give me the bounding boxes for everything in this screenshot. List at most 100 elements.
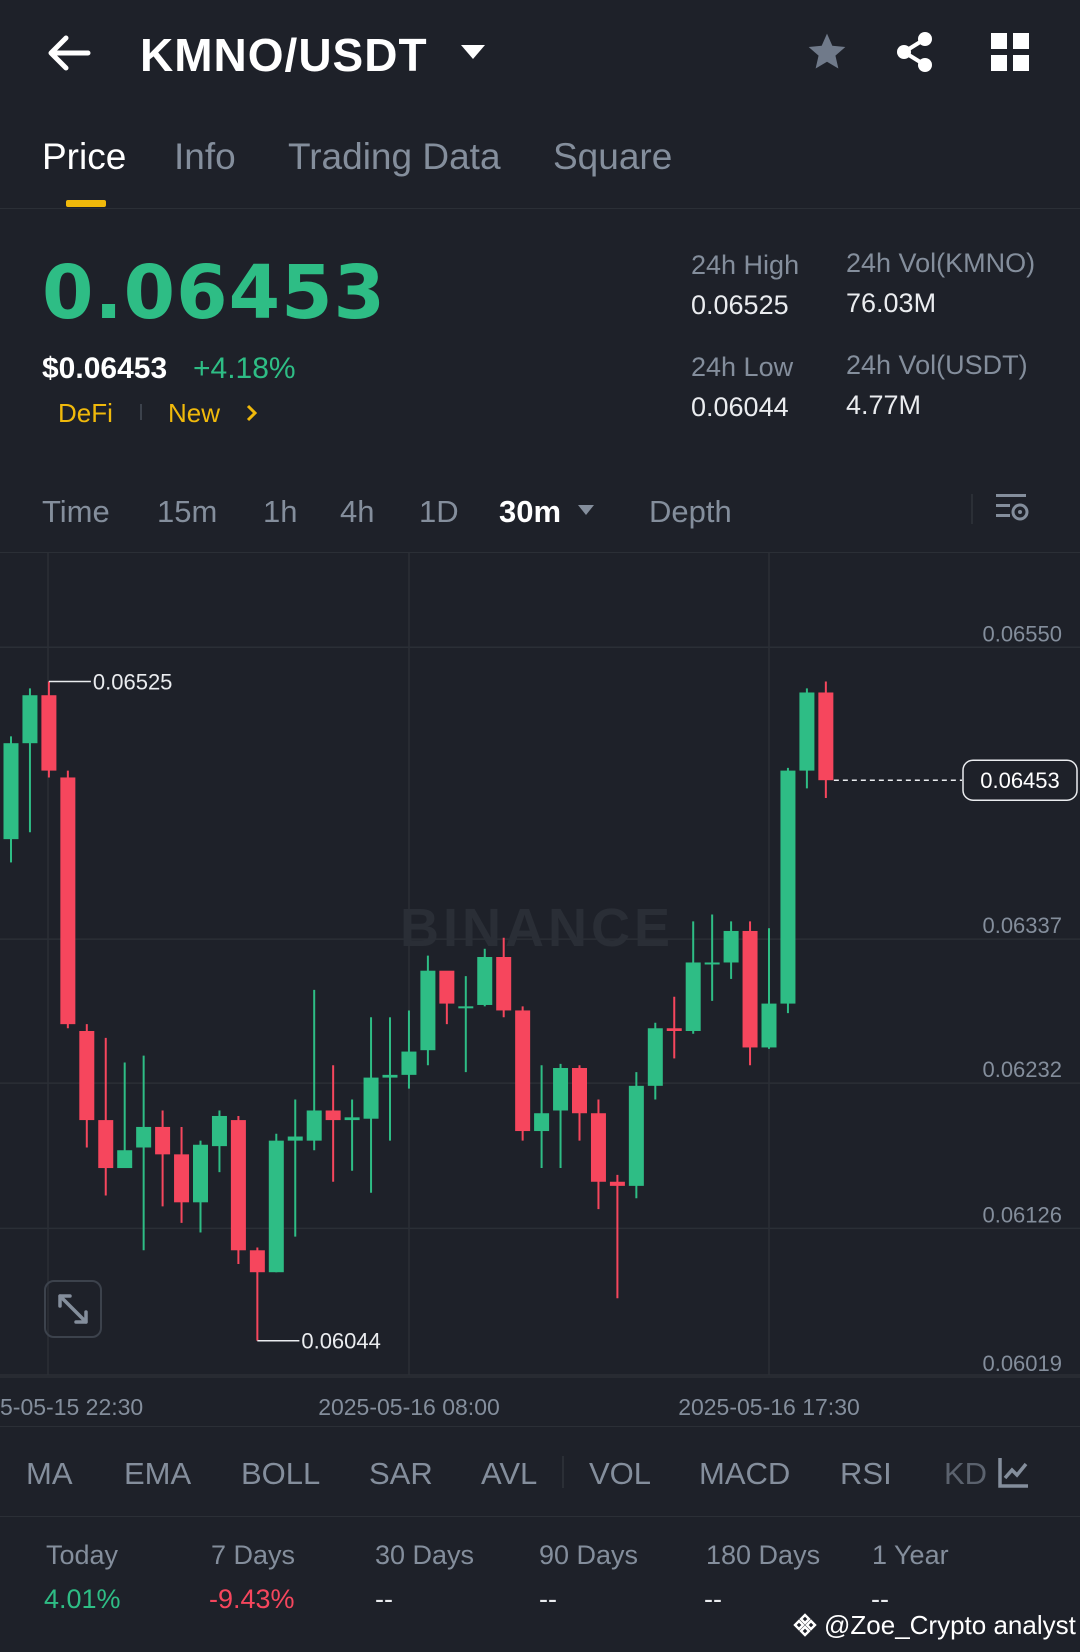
change-percent: +4.18% bbox=[193, 352, 296, 385]
tab-trading-data[interactable]: Trading Data bbox=[288, 136, 501, 177]
pair-title[interactable]: KMNO/USDT bbox=[140, 29, 428, 81]
tab-square[interactable]: Square bbox=[553, 136, 673, 177]
indicator-settings-button[interactable] bbox=[996, 1456, 1032, 1490]
indicator-divider bbox=[562, 1456, 564, 1488]
chevron-right-icon bbox=[246, 404, 258, 422]
candle-body bbox=[723, 930, 739, 963]
low-label: 24h Low bbox=[691, 352, 794, 382]
tf-1d[interactable]: 1D bbox=[419, 494, 459, 529]
tag-defi[interactable]: DeFi bbox=[58, 398, 113, 428]
indicator-avl[interactable]: AVL bbox=[481, 1456, 538, 1491]
active-tab-indicator bbox=[66, 200, 106, 207]
indicator-kd[interactable]: KD bbox=[944, 1456, 988, 1491]
candle-body bbox=[685, 962, 701, 1032]
tabs-divider bbox=[0, 208, 1080, 209]
candle-body bbox=[211, 1115, 227, 1147]
chart-settings-icon bbox=[996, 494, 1029, 521]
period-1y-label: 1 Year bbox=[872, 1540, 949, 1570]
period-today-label: Today bbox=[46, 1540, 119, 1570]
candle-body bbox=[590, 1113, 606, 1182]
tf-15m[interactable]: 15m bbox=[157, 494, 218, 529]
tag-separator bbox=[140, 404, 142, 420]
tf-4h[interactable]: 4h bbox=[340, 494, 375, 529]
x-tick-label: 2025-05-16 17:30 bbox=[678, 1394, 860, 1420]
indicator-ma[interactable]: MA bbox=[26, 1456, 73, 1491]
candle-body bbox=[742, 930, 758, 1048]
period-90d-value: -- bbox=[539, 1584, 557, 1614]
y-tick-label: 0.06550 bbox=[982, 621, 1062, 646]
tab-info[interactable]: Info bbox=[174, 136, 236, 177]
indicator-boll[interactable]: BOLL bbox=[241, 1456, 321, 1491]
high-marker-label: 0.06525 bbox=[93, 670, 173, 695]
candle-body bbox=[230, 1120, 246, 1251]
current-price-label: 0.06453 bbox=[980, 768, 1060, 793]
candle-body bbox=[60, 777, 76, 1025]
favorite-button[interactable] bbox=[805, 30, 849, 74]
candle-body bbox=[363, 1077, 379, 1119]
tf-time[interactable]: Time bbox=[42, 494, 110, 529]
indicator-vol[interactable]: VOL bbox=[589, 1456, 652, 1491]
tf-30m-dropdown[interactable]: 30m bbox=[499, 494, 562, 529]
x-tick-label: 2025-05-16 08:00 bbox=[318, 1394, 500, 1420]
indicator-macd[interactable]: MACD bbox=[699, 1456, 791, 1491]
candle-body bbox=[477, 956, 493, 1005]
tag-new[interactable]: New bbox=[168, 398, 221, 428]
candle-body bbox=[401, 1051, 417, 1075]
candle-body bbox=[647, 1028, 663, 1086]
tf-1h[interactable]: 1h bbox=[263, 494, 298, 529]
period-30d-label: 30 Days bbox=[375, 1540, 475, 1570]
tf-depth[interactable]: Depth bbox=[649, 494, 732, 529]
indicators-top-divider bbox=[0, 1426, 1080, 1427]
candle-body bbox=[439, 970, 455, 1004]
grid-menu-button[interactable] bbox=[991, 33, 1029, 71]
share-button[interactable] bbox=[893, 30, 937, 74]
period-180d-label: 180 Days bbox=[706, 1540, 821, 1570]
last-price: 0.06453 bbox=[42, 250, 387, 336]
binance-watermark: BINANCE bbox=[400, 898, 674, 958]
vol-base-label: 24h Vol(KMNO) bbox=[846, 248, 1036, 278]
fullscreen-button[interactable] bbox=[44, 1280, 102, 1338]
tab-price[interactable]: Price bbox=[42, 136, 127, 177]
high-value: 0.06525 bbox=[691, 290, 789, 320]
back-button[interactable] bbox=[44, 30, 94, 76]
candle-body bbox=[458, 1006, 474, 1009]
period-180d-value: -- bbox=[704, 1584, 722, 1614]
candle-body bbox=[420, 970, 436, 1051]
indicator-rsi[interactable]: RSI bbox=[840, 1456, 892, 1491]
y-tick-label: 0.06019 bbox=[982, 1351, 1062, 1376]
indicator-ema[interactable]: EMA bbox=[124, 1456, 192, 1491]
candle-body bbox=[306, 1110, 322, 1141]
low-value: 0.06044 bbox=[691, 392, 789, 422]
star-icon bbox=[808, 33, 846, 69]
caret-down-icon bbox=[578, 505, 594, 515]
y-tick-label: 0.06126 bbox=[982, 1202, 1062, 1227]
period-30d-value: -- bbox=[375, 1584, 393, 1614]
vol-quote-value: 4.77M bbox=[846, 390, 922, 420]
indicator-sar[interactable]: SAR bbox=[369, 1456, 433, 1491]
candle-body bbox=[515, 1010, 531, 1132]
periods-top-divider bbox=[0, 1516, 1080, 1517]
high-label: 24h High bbox=[691, 250, 800, 280]
period-7d-label: 7 Days bbox=[211, 1540, 296, 1570]
candle-body bbox=[174, 1154, 190, 1203]
tags-more-button[interactable] bbox=[244, 402, 260, 424]
candle-body bbox=[22, 695, 38, 744]
candle-body bbox=[818, 692, 834, 781]
period-7d-value: -9.43% bbox=[209, 1584, 295, 1614]
usd-price: $0.06453 bbox=[42, 352, 168, 385]
low-marker-label: 0.06044 bbox=[301, 1329, 381, 1354]
chart-settings-button[interactable] bbox=[994, 490, 1030, 526]
candle-body bbox=[780, 770, 796, 1004]
candle-body bbox=[325, 1110, 341, 1121]
candle-body bbox=[344, 1117, 360, 1121]
period-90d-label: 90 Days bbox=[539, 1540, 639, 1570]
caret-down-icon bbox=[461, 45, 485, 59]
candlestick-chart[interactable]: 0.06550 0.06337 0.06232 0.06126 0.06019 5-05-… bbox=[0, 553, 1080, 1435]
candle-body bbox=[117, 1150, 133, 1169]
candle-body bbox=[155, 1126, 171, 1155]
candle-body bbox=[496, 956, 512, 1011]
candle-body bbox=[268, 1140, 284, 1273]
tf-dropdown-caret[interactable] bbox=[576, 502, 596, 518]
share-icon bbox=[897, 32, 932, 72]
pair-dropdown-button[interactable] bbox=[458, 40, 488, 64]
